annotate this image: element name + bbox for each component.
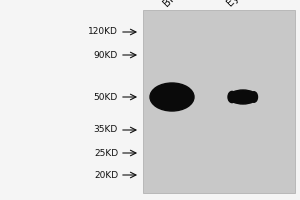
Text: 20KD: 20KD: [94, 170, 118, 180]
Text: 35KD: 35KD: [94, 126, 118, 134]
Ellipse shape: [150, 83, 194, 111]
Text: 25KD: 25KD: [94, 148, 118, 158]
Bar: [143, 10, 295, 193]
Text: 120KD: 120KD: [88, 27, 118, 36]
Ellipse shape: [229, 90, 257, 104]
Ellipse shape: [228, 91, 236, 103]
Text: Brain: Brain: [161, 0, 188, 8]
Text: 50KD: 50KD: [94, 92, 118, 102]
Text: 90KD: 90KD: [94, 50, 118, 60]
Text: Eye: Eye: [225, 0, 245, 8]
Ellipse shape: [250, 92, 257, 102]
